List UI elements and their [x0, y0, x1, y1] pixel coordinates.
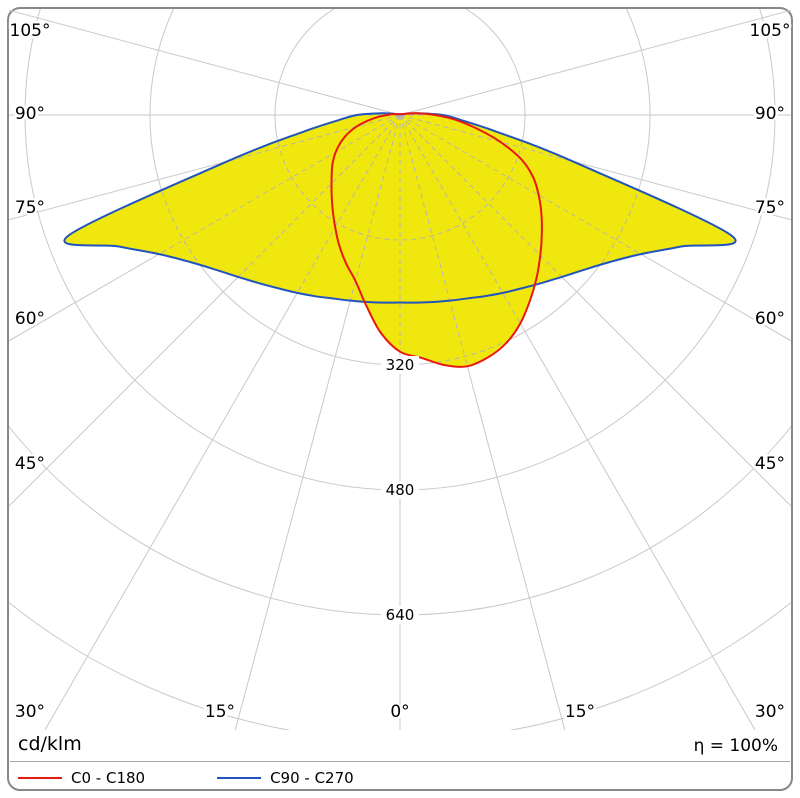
legend: C0 - C180 C90 - C270 — [18, 768, 354, 788]
angle-label-bottom: 0° — [390, 702, 409, 722]
curve-c90-c270 — [63, 112, 737, 304]
angle-label-right: 90° — [755, 104, 785, 124]
angle-label-left: 60° — [15, 309, 45, 329]
legend-separator — [10, 761, 790, 762]
angle-label-right: 45° — [755, 454, 785, 474]
svg-text:480: 480 — [386, 481, 415, 499]
angle-labels: 105° 105° 90° 90° 75° 75° 60° 60° 45° 45° 30° 15° 0°… — [7, 19, 793, 725]
angle-label-bottom: 30° — [755, 702, 785, 722]
angle-label-bottom: 15° — [565, 702, 595, 722]
angle-label-right: 60° — [755, 309, 785, 329]
legend-line-blue — [217, 777, 262, 779]
angle-label-right: 105° — [750, 21, 791, 41]
angle-label-left: 75° — [15, 198, 45, 218]
angle-label-right: 75° — [755, 198, 785, 218]
angle-label-left: 90° — [15, 104, 45, 124]
angle-label-bottom: 15° — [205, 702, 235, 722]
legend-line-red — [18, 777, 62, 779]
efficiency-label: η = 100% — [693, 736, 778, 756]
legend-label-c0-c180: C0 - C180 — [71, 769, 146, 787]
legend-item-c90-c270: C90 - C270 — [217, 768, 354, 788]
chart-border — [7, 7, 793, 791]
angle-label-bottom: 30° — [15, 702, 45, 722]
angle-label-left: 45° — [15, 454, 45, 474]
svg-text:320: 320 — [386, 356, 415, 374]
curve-c0-c180 — [330, 112, 543, 368]
svg-text:640: 640 — [386, 606, 415, 624]
radial-tick-labels: 320 480 640 — [381, 356, 419, 624]
legend-item-c0-c180: C0 - C180 — [18, 768, 145, 788]
angle-label-left: 105° — [10, 21, 51, 41]
legend-label-c90-c270: C90 - C270 — [270, 769, 354, 787]
unit-label: cd/klm — [18, 733, 82, 755]
